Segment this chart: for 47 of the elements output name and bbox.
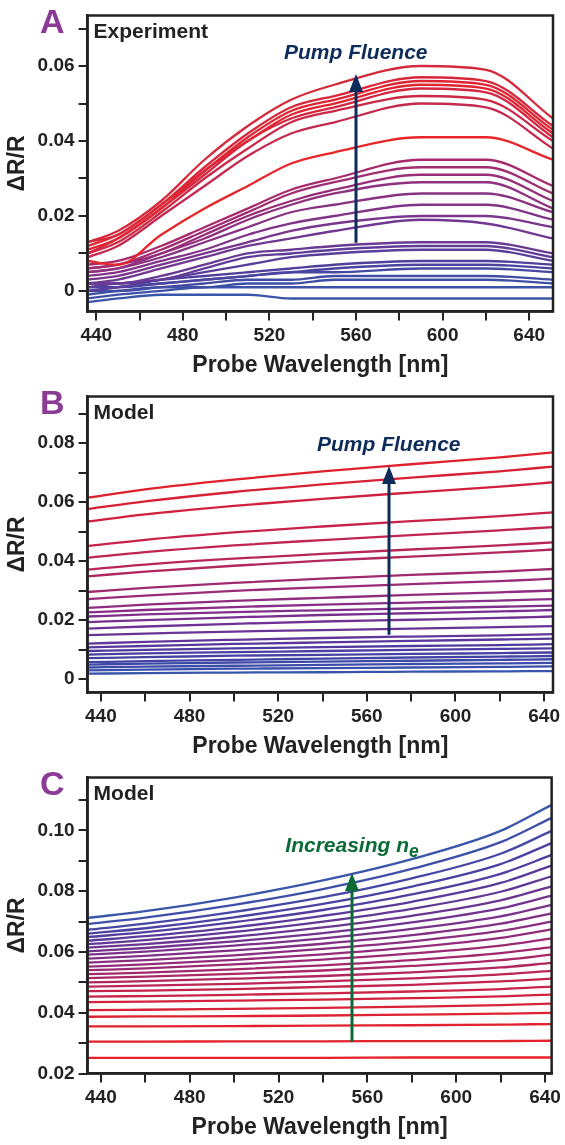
y-tick-label: 0.02	[37, 1061, 75, 1083]
x-tick-label: 600	[426, 324, 459, 346]
x-tick-label: 520	[262, 1086, 295, 1108]
y-axis-title: ΔR/R	[3, 135, 30, 192]
x-tick-label: 640	[528, 705, 560, 727]
x-tick-label: 560	[350, 705, 383, 727]
y-tick-label: 0.06	[37, 490, 75, 512]
y-tick-label: 0.04	[37, 549, 76, 571]
y-tick-label: 0.10	[37, 818, 75, 840]
y-tick-label: 0.04	[37, 1001, 76, 1023]
annotation: Pump Fluence	[284, 39, 428, 63]
chart-title: A	[40, 2, 65, 40]
y-tick-label: 0	[64, 667, 75, 689]
x-tick-label: 640	[529, 1086, 561, 1108]
x-tick-label: 520	[262, 705, 295, 727]
annotation: Pump Fluence	[316, 432, 461, 456]
y-tick-label: 0.02	[37, 204, 75, 226]
x-tick-label: 600	[439, 705, 472, 727]
y-tick-label: 0.06	[37, 940, 75, 962]
y-axis-title: ΔR/R	[3, 516, 30, 573]
y-tick-label: 0.02	[37, 608, 75, 630]
x-axis-title: Probe Wavelength [nm]	[191, 1112, 448, 1139]
annotation: Model	[93, 781, 155, 805]
x-tick-label: 640	[513, 324, 546, 346]
y-tick-label: 0.04	[37, 129, 76, 151]
x-tick-label: 520	[253, 324, 286, 346]
x-tick-label: 560	[351, 1086, 384, 1108]
annotation: Model	[93, 400, 155, 424]
x-tick-label: 480	[173, 1086, 206, 1108]
x-tick-label: 480	[173, 705, 206, 727]
x-axis-title: Probe Wavelength [nm]	[192, 350, 449, 377]
x-tick-label: 440	[80, 324, 113, 346]
y-tick-label: 0	[64, 279, 75, 301]
x-axis-title: Probe Wavelength [nm]	[192, 731, 449, 758]
y-axis-title: ΔR/R	[3, 897, 30, 954]
y-tick-label: 0.08	[37, 879, 75, 901]
x-tick-label: 600	[440, 1086, 473, 1108]
chart-title: C	[40, 764, 65, 802]
y-tick-label: 0.08	[37, 431, 75, 453]
y-tick-label: 0.06	[37, 54, 75, 76]
x-tick-label: 440	[85, 705, 117, 727]
chart-title: B	[40, 383, 65, 421]
annotation: Increasing n$_{e}$	[285, 833, 419, 862]
x-tick-label: 560	[340, 324, 372, 346]
annotation: Experiment	[93, 19, 208, 43]
x-tick-label: 480	[166, 324, 199, 346]
x-tick-label: 440	[85, 1086, 117, 1108]
